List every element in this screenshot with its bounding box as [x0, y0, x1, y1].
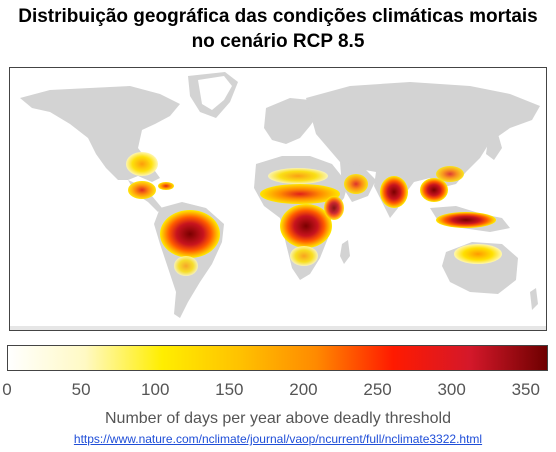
antarctica-edge: [10, 326, 546, 330]
heat-overlays: [126, 152, 502, 276]
title-line-1: Distribuição geográfica das condições cl…: [18, 6, 538, 27]
colorbar-tick-50: 50: [71, 380, 91, 399]
heat-se-asia: [420, 178, 448, 202]
colorbar-ticks: 0 50 100 150 200 250 300 350: [0, 380, 556, 402]
heat-north-australia: [454, 244, 502, 264]
title-line-2: no cenário RCP 8.5: [191, 31, 365, 52]
heat-southern-africa: [290, 246, 318, 266]
japan: [486, 134, 502, 160]
colorbar-tick-150: 150: [215, 380, 244, 399]
heat-east-africa: [324, 196, 344, 220]
colorbar-tick-350: 350: [511, 380, 540, 399]
heat-caribbean: [158, 182, 174, 190]
new-zealand: [530, 288, 538, 310]
heat-central-africa: [280, 204, 332, 248]
heat-indonesia: [436, 212, 496, 228]
world-map-svg: [10, 72, 546, 330]
colorbar-tick-300: 300: [437, 380, 466, 399]
heat-india: [380, 176, 408, 208]
colorbar-tick-100: 100: [141, 380, 170, 399]
heat-arabia: [344, 174, 368, 194]
colorbar-tick-200: 200: [289, 380, 318, 399]
europe: [264, 98, 320, 144]
heat-sahel: [260, 184, 340, 204]
heat-north-africa: [268, 168, 328, 184]
colorbar-tick-250: 250: [363, 380, 392, 399]
heat-central-america: [128, 181, 156, 199]
colorbar-tick-0: 0: [2, 380, 12, 399]
source-link[interactable]: https://www.nature.com/nclimate/journal/…: [73, 432, 483, 446]
heat-us-southeast: [126, 152, 158, 176]
heat-amazon: [160, 210, 220, 258]
world-map: [9, 67, 547, 331]
heat-south-america-south: [174, 256, 198, 276]
colorbar-label: Number of days per year above deadly thr…: [105, 410, 451, 427]
madagascar: [340, 240, 350, 264]
colorbar: [7, 345, 548, 371]
heat-south-china: [436, 166, 464, 182]
greenland-ice: [198, 76, 232, 110]
map-title: Distribuição geográfica das condições cl…: [0, 4, 556, 54]
